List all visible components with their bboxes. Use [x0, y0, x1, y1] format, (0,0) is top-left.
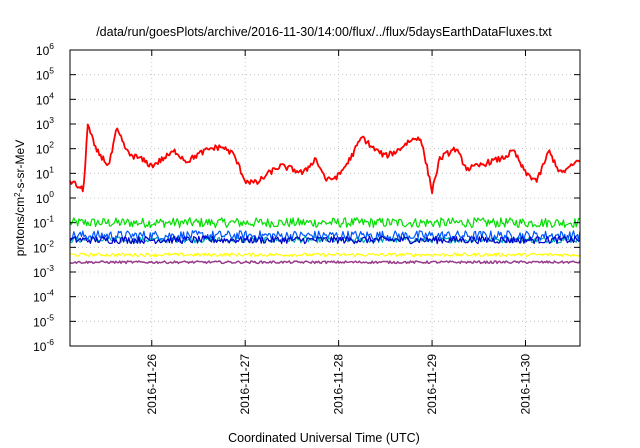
- y-tick-label-exponent: 0: [49, 189, 54, 199]
- x-tick-label: 2016-11-30: [518, 354, 532, 415]
- series-line: [69, 217, 581, 229]
- y-tick-label-exponent: -2: [46, 238, 54, 248]
- y-tick-label-exponent: -1: [46, 214, 54, 224]
- y-tick-label-exponent: 5: [49, 66, 54, 76]
- y-tick-label: 10-6: [33, 337, 54, 354]
- y-tick-label: 103: [36, 115, 54, 132]
- y-tick-label: 105: [36, 66, 54, 83]
- x-axis-tick-labels: 2016-11-26 2016-11-27 2016-11-28 2016-11-29…: [145, 354, 533, 415]
- y-tick-label: 10-3: [33, 263, 54, 280]
- y-tick-label-exponent: -5: [46, 312, 54, 322]
- y-tick-label-exponent: -6: [46, 337, 54, 347]
- x-tick-label: 2016-11-26: [145, 354, 159, 415]
- series-line: [69, 123, 581, 195]
- y-axis-label: protons/cm2-s-sr-MeV: [13, 140, 28, 256]
- y-tick-label-base: 10: [33, 266, 47, 280]
- series-line: [69, 236, 581, 244]
- series-line: [69, 235, 581, 245]
- y-tick-label-exponent: -4: [46, 288, 54, 298]
- series-line: [69, 230, 581, 242]
- y-tick-label-base: 10: [36, 69, 50, 83]
- x-tick-label: 2016-11-27: [238, 354, 252, 415]
- x-axis-label: Coordinated Universal Time (UTC): [228, 431, 420, 445]
- y-tick-label: 100: [36, 189, 54, 206]
- y-tick-label-base: 10: [33, 291, 47, 305]
- y-tick-label: 101: [36, 164, 54, 181]
- y-tick-label-base: 10: [33, 315, 47, 329]
- y-tick-label-base: 10: [36, 44, 50, 58]
- y-tick-label: 10-2: [33, 238, 54, 255]
- chart-title: /data/run/goesPlots/archive/2016-11-30/1…: [96, 25, 552, 39]
- axis-ticks: [70, 49, 580, 347]
- y-tick-label-exponent: 2: [49, 140, 54, 150]
- y-tick-label: 10-5: [33, 312, 54, 329]
- y-tick-label: 106: [36, 41, 54, 58]
- series-line: [69, 252, 581, 258]
- y-tick-label: 102: [36, 140, 54, 157]
- y-tick-label-exponent: 6: [49, 41, 54, 51]
- y-tick-label-exponent: -3: [46, 263, 54, 273]
- y-tick-label-base: 10: [36, 167, 50, 181]
- grid-lines: [70, 49, 580, 347]
- y-tick-label-base: 10: [36, 192, 50, 206]
- y-tick-label: 104: [36, 90, 54, 107]
- y-tick-label-base: 10: [33, 241, 47, 255]
- y-tick-label-base: 10: [36, 118, 50, 132]
- series-lines: [69, 123, 581, 265]
- y-tick-label-exponent: 3: [49, 115, 54, 125]
- y-axis-tick-labels: 10-610-510-410-310-210-11001011021031041…: [33, 41, 54, 354]
- y-tick-label-base: 10: [36, 93, 50, 107]
- x-tick-label: 2016-11-29: [425, 354, 439, 415]
- y-tick-label-base: 10: [33, 217, 47, 231]
- y-tick-label: 10-4: [33, 288, 54, 305]
- y-tick-label-exponent: 4: [49, 90, 54, 100]
- y-tick-label-base: 10: [36, 143, 50, 157]
- y-tick-label: 10-1: [33, 214, 54, 231]
- y-tick-label-base: 10: [33, 340, 47, 354]
- y-tick-label-exponent: 1: [49, 164, 54, 174]
- series-line: [69, 260, 581, 265]
- x-tick-label: 2016-11-28: [332, 354, 346, 415]
